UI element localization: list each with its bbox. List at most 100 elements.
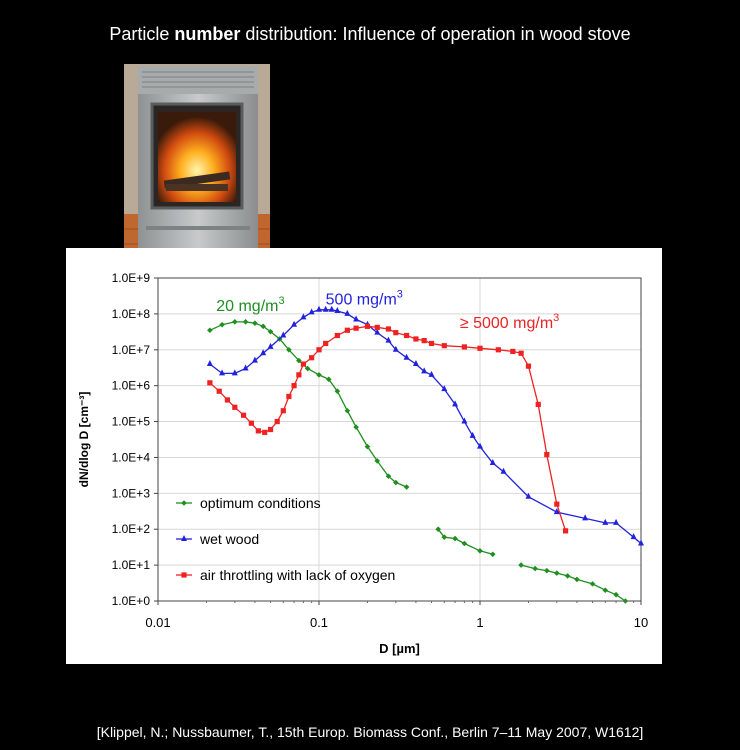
data-point xyxy=(216,388,222,394)
data-point xyxy=(260,323,266,330)
data-point xyxy=(353,424,359,430)
annotation-superscript: 3 xyxy=(553,312,559,324)
data-point xyxy=(286,346,292,353)
data-point xyxy=(510,348,516,355)
y-tick-label: 1.0E+4 xyxy=(112,450,151,464)
data-point xyxy=(562,528,569,534)
data-point xyxy=(441,385,448,392)
data-point xyxy=(564,573,571,579)
y-tick-label: 1.0E+6 xyxy=(112,379,151,393)
data-point xyxy=(441,343,447,349)
series-air-throttling-with-lack-of-oxygen xyxy=(207,323,569,534)
y-tick-label: 1.0E+3 xyxy=(112,486,151,500)
data-point xyxy=(435,526,441,533)
data-point xyxy=(232,404,238,410)
data-point xyxy=(477,548,483,554)
legend-item: wet wood xyxy=(176,531,259,547)
data-point xyxy=(207,327,213,334)
data-point xyxy=(232,319,238,325)
data-point xyxy=(500,467,507,474)
data-point xyxy=(260,349,267,356)
data-point xyxy=(374,328,381,335)
data-point xyxy=(582,514,589,521)
data-point xyxy=(207,380,213,386)
data-point xyxy=(532,565,538,572)
annotation-superscript: 3 xyxy=(278,295,284,307)
data-point xyxy=(267,426,274,433)
data-point xyxy=(206,360,213,367)
data-point xyxy=(461,540,468,547)
data-point xyxy=(413,336,419,342)
slide-title: Particle number distribution: Influence … xyxy=(0,24,740,45)
data-point xyxy=(385,336,392,343)
data-point xyxy=(392,345,399,352)
series-annotation: 500 mg/m3 xyxy=(326,289,403,309)
data-point xyxy=(262,429,268,435)
data-point xyxy=(638,539,644,546)
data-point xyxy=(489,459,496,466)
data-point xyxy=(461,417,468,424)
data-point xyxy=(242,319,249,325)
title-prefix: Particle xyxy=(109,24,175,44)
title-suffix: distribution: Influence of operation in … xyxy=(240,24,631,44)
data-point xyxy=(267,342,274,349)
data-point xyxy=(441,534,448,540)
data-point xyxy=(323,340,329,347)
y-tick-label: 1.0E+5 xyxy=(112,415,151,429)
annotation-text: 500 mg/m xyxy=(326,292,397,309)
data-point xyxy=(477,345,483,351)
x-tick-label: 0.01 xyxy=(145,615,170,630)
data-point xyxy=(461,344,467,350)
data-point xyxy=(322,305,329,312)
data-point xyxy=(385,473,392,480)
title-emphasis: number xyxy=(174,24,241,44)
data-point xyxy=(296,372,302,378)
data-point xyxy=(452,400,459,407)
data-point xyxy=(518,350,524,356)
data-point xyxy=(353,325,359,331)
data-point xyxy=(300,361,306,367)
plot-frame xyxy=(157,277,642,602)
data-point xyxy=(252,320,258,327)
series-line xyxy=(520,564,626,602)
x-tick-label: 1 xyxy=(476,615,483,630)
series-annotations: 20 mg/m3 500 mg/m3≥ 5000 mg/m3 xyxy=(216,289,559,332)
data-point xyxy=(574,576,580,583)
data-point xyxy=(554,501,560,507)
legend-item: air throttling with lack of oxygen xyxy=(176,567,395,583)
data-point xyxy=(544,452,550,458)
data-point xyxy=(602,587,609,593)
x-tick-label: 0.1 xyxy=(310,615,328,630)
y-tick-label: 1.0E+8 xyxy=(112,307,151,321)
data-point xyxy=(403,484,410,490)
data-point xyxy=(613,591,619,598)
data-point xyxy=(393,479,399,486)
y-tick-label: 1.0E+7 xyxy=(112,343,151,357)
y-tick-label: 1.0E+9 xyxy=(112,271,151,285)
data-point xyxy=(412,360,419,367)
data-point xyxy=(374,324,380,331)
data-point xyxy=(328,305,335,312)
annotation-text: ≥ 5000 mg/m xyxy=(460,315,553,332)
data-point xyxy=(495,347,501,353)
chart-legend: optimum conditions wet wood air throttling… xyxy=(176,495,395,583)
data-point xyxy=(325,376,332,383)
series-wet-wood xyxy=(206,305,644,546)
data-point xyxy=(403,332,410,339)
data-point xyxy=(280,408,286,414)
data-point xyxy=(364,323,371,329)
data-point xyxy=(544,567,550,574)
legend-item: optimum conditions xyxy=(176,495,321,511)
annotation-superscript: 3 xyxy=(397,289,403,301)
data-point xyxy=(316,305,322,312)
data-point xyxy=(385,326,392,332)
data-point xyxy=(300,313,307,320)
data-point xyxy=(280,331,287,338)
chart-panel: 1.0E+0 1.0E+1 1.0E+2 1.0E+3 1.0E+4 1.0E+5 1.0E… xyxy=(66,248,662,664)
series-optimum-conditions xyxy=(207,319,629,604)
y-tick-label: 1.0E+2 xyxy=(112,522,151,536)
data-point xyxy=(421,338,427,344)
data-point xyxy=(452,535,458,542)
data-point xyxy=(334,307,341,314)
series-annotation: 20 mg/m3 xyxy=(216,295,284,315)
